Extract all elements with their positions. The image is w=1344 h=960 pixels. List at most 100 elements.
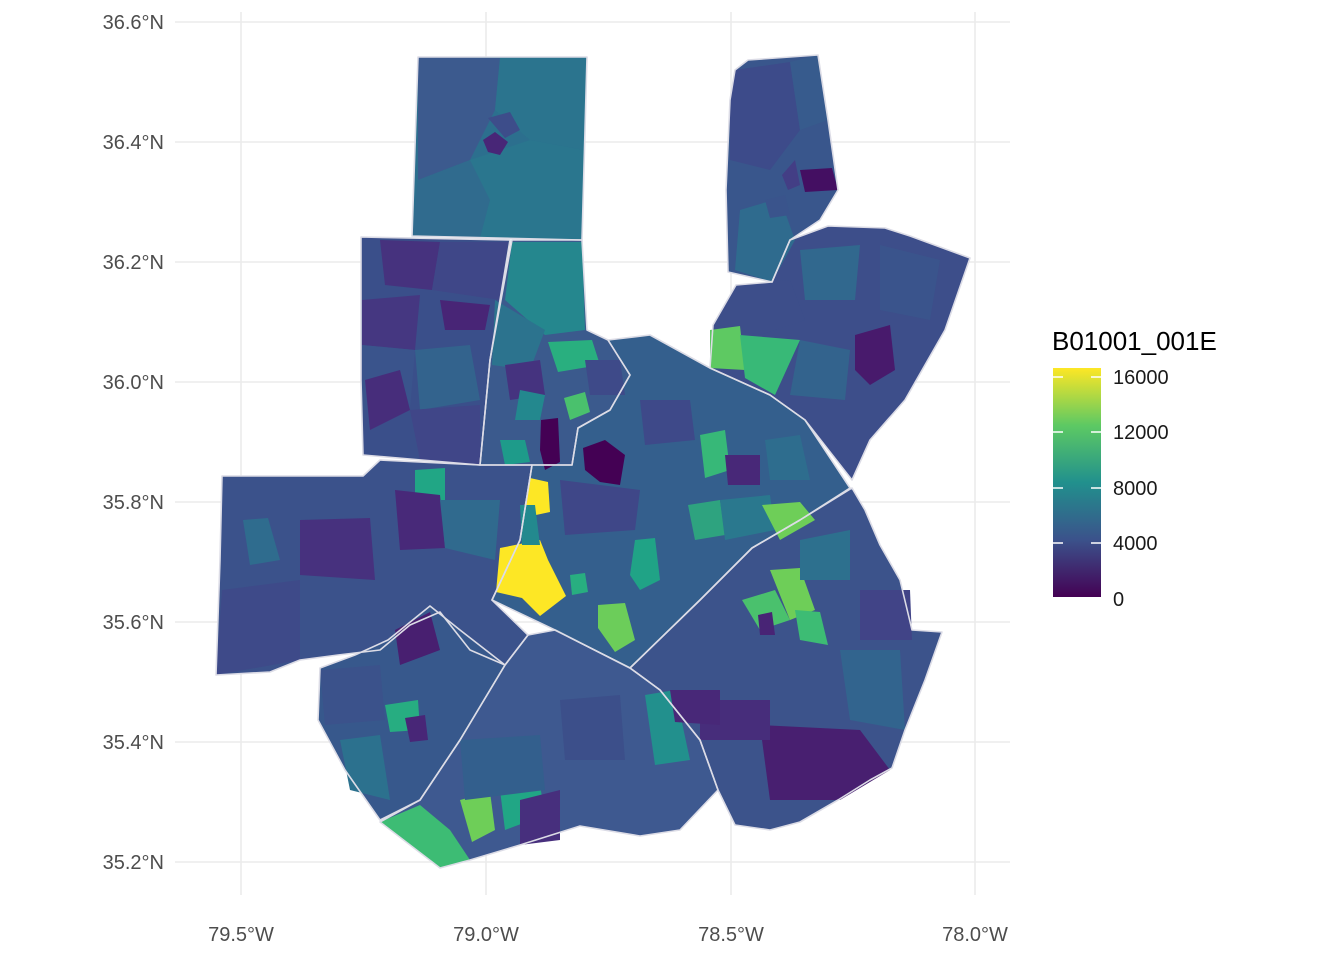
tract	[790, 340, 850, 400]
tract	[515, 390, 545, 420]
tract	[640, 400, 695, 445]
tract	[505, 360, 545, 400]
tract	[585, 360, 625, 395]
legend-label: 16000	[1113, 367, 1169, 389]
tract	[762, 502, 815, 540]
tract	[505, 242, 585, 335]
tract	[840, 650, 905, 730]
tract	[365, 370, 410, 430]
tract	[483, 132, 508, 155]
tract	[560, 480, 640, 535]
tract	[243, 518, 280, 565]
tract	[598, 603, 635, 652]
tract	[670, 690, 720, 725]
tract	[742, 590, 790, 630]
county-boundaries	[215, 54, 971, 869]
y-tick-label: 35.6°N	[103, 612, 164, 634]
tract	[688, 500, 725, 540]
tract	[765, 195, 790, 218]
y-tick-label: 36.4°N	[103, 132, 164, 154]
tract	[520, 505, 540, 545]
tract	[488, 112, 520, 138]
legend-label: 0	[1113, 589, 1124, 611]
y-tick-label: 36.2°N	[103, 252, 164, 274]
tract	[583, 440, 625, 485]
tract	[320, 665, 385, 725]
tract	[630, 538, 660, 590]
tract	[460, 792, 495, 842]
tract	[880, 245, 940, 320]
x-tick-label: 78.0°W	[942, 924, 1008, 946]
tract	[496, 540, 566, 616]
y-tick-label: 35.4°N	[103, 732, 164, 754]
tract	[415, 468, 445, 500]
y-tick-label: 35.8°N	[103, 492, 164, 514]
tract	[770, 568, 815, 620]
x-tick-label: 79.5°W	[208, 924, 274, 946]
tract	[412, 160, 490, 238]
tract	[795, 610, 828, 645]
legend-label: 12000	[1113, 422, 1169, 444]
tract	[418, 57, 500, 180]
boundary-johnston	[629, 487, 943, 831]
tract	[540, 418, 560, 470]
y-tick-label: 36.6°N	[103, 12, 164, 34]
tract	[720, 495, 775, 540]
legend-colorbar	[1053, 368, 1101, 597]
tract	[570, 573, 588, 595]
y-tick-label: 35.2°N	[103, 852, 164, 874]
tract	[730, 62, 800, 170]
tract	[300, 518, 375, 580]
tract	[492, 300, 545, 370]
tract	[710, 326, 745, 370]
legend-ticks	[1053, 376, 1101, 544]
tract	[718, 280, 805, 335]
boundary-chatham	[215, 459, 533, 676]
legend-label: 4000	[1113, 533, 1158, 555]
tract	[395, 490, 445, 550]
tract	[460, 735, 545, 800]
tract	[564, 392, 590, 420]
tract	[735, 198, 795, 282]
tract-fills	[216, 55, 940, 868]
legend: B01001_001E 16000 12000 8000 4000 0	[1052, 326, 1217, 611]
tract	[440, 500, 500, 560]
x-tick-label: 78.5°W	[698, 924, 764, 946]
tract	[740, 335, 800, 395]
tract	[765, 435, 810, 480]
tract	[700, 430, 730, 478]
x-axis: 79.5°W 79.0°W 78.5°W 78.0°W	[208, 924, 1008, 946]
tract	[800, 245, 860, 300]
tract	[362, 295, 420, 350]
legend-label: 8000	[1113, 478, 1158, 500]
tract	[380, 240, 440, 290]
tract	[340, 735, 390, 800]
legend-title: B01001_001E	[1052, 326, 1217, 356]
tract	[410, 405, 480, 465]
tract	[800, 530, 850, 580]
tract	[760, 725, 890, 800]
tract	[380, 805, 470, 868]
tract	[470, 140, 584, 240]
tract	[790, 55, 828, 130]
tract	[440, 300, 490, 330]
tract	[758, 612, 775, 635]
tract	[560, 695, 625, 760]
tract	[782, 160, 800, 190]
tract	[432, 242, 508, 300]
tract	[800, 168, 838, 192]
tract	[855, 325, 895, 385]
y-tick-label: 36.0°N	[103, 372, 164, 394]
tract	[520, 790, 560, 845]
tract	[860, 590, 912, 640]
tract	[500, 440, 530, 465]
tract	[216, 580, 300, 675]
x-tick-label: 79.0°W	[453, 924, 519, 946]
tract	[725, 455, 760, 485]
y-axis: 36.6°N 36.4°N 36.2°N 36.0°N 35.8°N 35.6°…	[103, 12, 164, 874]
boundary-franklin	[709, 225, 971, 481]
tract	[415, 345, 480, 410]
boundary-granville	[725, 54, 839, 283]
tract	[405, 715, 428, 742]
